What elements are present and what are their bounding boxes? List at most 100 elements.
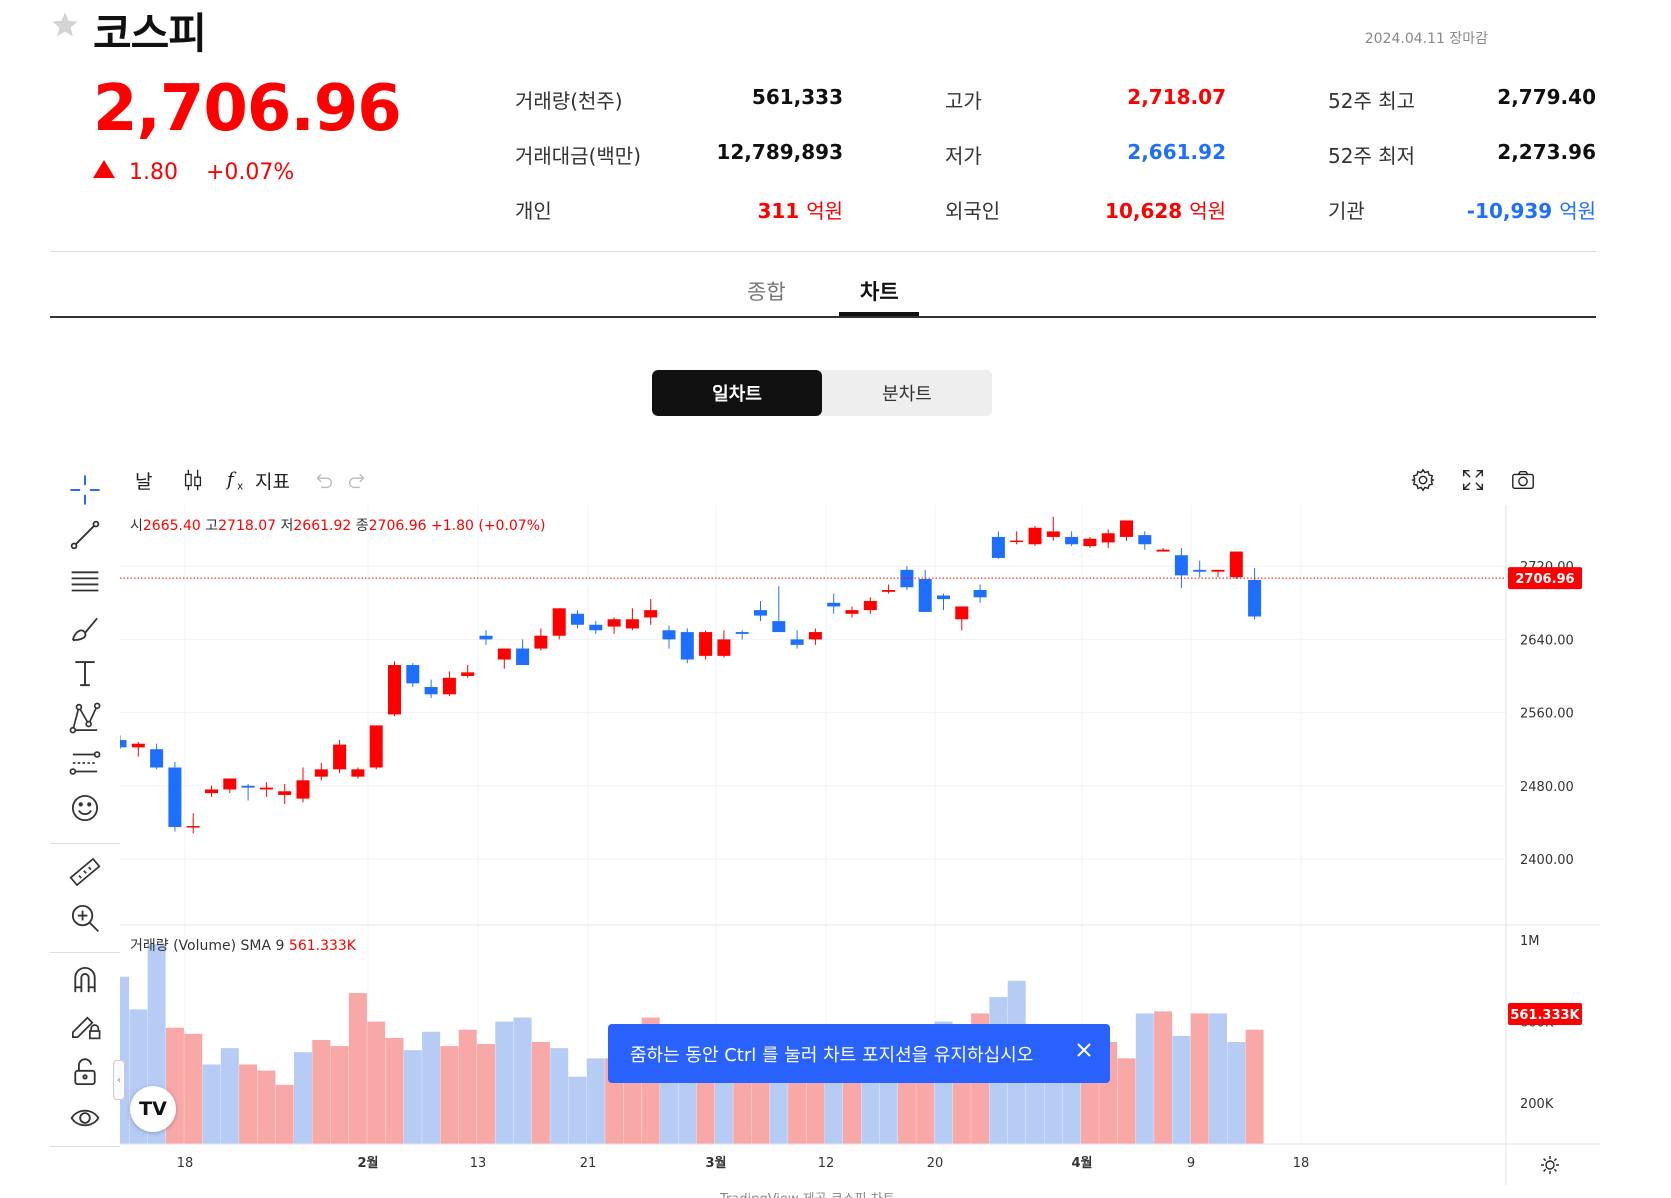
chart-credit[interactable]: TradingView 제공 코스피 차트 [720, 1188, 895, 1198]
candle-body [1010, 540, 1024, 543]
low-value: 2,661.92 [1127, 140, 1226, 164]
volume-bar [440, 1046, 459, 1144]
volume-tick-label: 1M [1520, 934, 1540, 949]
volume-bar [843, 1076, 861, 1144]
amount-value: 12,789,893 [716, 140, 843, 164]
candle-body [186, 826, 200, 828]
axis-settings-gear-icon[interactable] [1541, 1156, 1559, 1174]
candle-body [1174, 555, 1188, 576]
price-tick-label: 2640.00 [1520, 633, 1574, 648]
volume-bar [275, 1084, 294, 1144]
volume-label: 거래량(천주) [515, 89, 623, 113]
high-value: 2,718.07 [1127, 85, 1226, 109]
text-tool-icon[interactable] [65, 653, 105, 693]
fib-lines-tool-icon[interactable] [65, 562, 105, 602]
volume-bar [312, 1039, 331, 1144]
ruler-tool-icon[interactable] [65, 852, 105, 892]
undo-icon[interactable] [310, 462, 336, 498]
time-tick-label: 2월 [357, 1155, 378, 1171]
volume-bar [1154, 1011, 1173, 1144]
foreign-number: 10,628 [1105, 199, 1183, 223]
volume-bar [495, 1021, 514, 1144]
candle-body [351, 769, 365, 777]
candle-body [534, 635, 548, 649]
time-axis[interactable]: 18 2월 13 21 3월 12 20 4월 9 18 [177, 1155, 1310, 1171]
volume-bar [1190, 1013, 1209, 1144]
favorite-star-icon[interactable] [50, 10, 80, 40]
zoom-hint-toast: 줌하는 동안 Ctrl 를 눌러 차트 포지션을 유지하십시오 [608, 1024, 1110, 1083]
change-pct: +0.07% [205, 160, 295, 185]
candle-body [497, 648, 511, 660]
redo-icon[interactable] [345, 462, 371, 498]
tab-chart[interactable]: 차트 [860, 280, 899, 304]
pattern-tool-icon[interactable] [65, 698, 105, 738]
time-tick-label: 9 [1187, 1156, 1195, 1171]
price-chart[interactable]: 2800.002720.002640.002560.002480.002400.… [120, 505, 1600, 1185]
candle-body [808, 632, 822, 640]
camera-icon[interactable] [1510, 462, 1536, 498]
volume-bar [586, 1058, 605, 1144]
volume-bar [1117, 1058, 1136, 1144]
candle-body [571, 613, 584, 625]
svg-text:2706.96: 2706.96 [1515, 572, 1574, 587]
up-triangle-icon [93, 160, 115, 178]
candle-body [131, 743, 145, 748]
w52high-value: 2,779.40 [1497, 85, 1596, 109]
settings-gear-icon[interactable] [1410, 462, 1436, 498]
indicator-label: 지표 [255, 470, 290, 493]
time-tick-label: 20 [927, 1156, 944, 1171]
candle-body [918, 579, 932, 612]
candle-body [388, 665, 401, 715]
close-icon[interactable] [1072, 1038, 1096, 1062]
svg-text:561.333K: 561.333K [1510, 1008, 1580, 1023]
candles [120, 516, 1262, 834]
daily-chart-button[interactable]: 일차트 [652, 370, 822, 416]
crosshair-tool-icon[interactable] [65, 470, 105, 510]
eye-icon[interactable] [65, 1098, 105, 1138]
candle-body [223, 778, 237, 790]
interval-button[interactable]: 날 [135, 470, 153, 493]
magnet-icon[interactable] [65, 960, 105, 1000]
candle-body [406, 665, 420, 684]
unlock-icon[interactable] [65, 1052, 105, 1092]
tradingview-logo[interactable]: TV [130, 1086, 176, 1132]
candle-type-icon[interactable] [180, 462, 206, 498]
zoom-in-icon[interactable] [65, 898, 105, 938]
time-tick-label: 4월 [1071, 1155, 1092, 1171]
forecast-tool-icon[interactable] [65, 743, 105, 783]
volume-bar [1172, 1035, 1191, 1144]
ohlc-legend: 시2665.40 고2718.07 저2661.92 종2706.96 +1.8… [130, 518, 545, 534]
fullscreen-icon[interactable] [1460, 462, 1486, 498]
volume-bar [513, 1017, 532, 1144]
candle-body [845, 610, 859, 614]
price-tick-label: 2400.00 [1520, 853, 1574, 868]
volume-bar [458, 1029, 477, 1144]
candle-body [772, 621, 786, 633]
brush-tool-icon[interactable] [65, 608, 105, 648]
candle-body [120, 740, 127, 748]
price-axis[interactable]: 2800.002720.002640.002560.002480.002400.… [1520, 505, 1574, 868]
candle-body [882, 589, 896, 592]
toolbar-collapse-handle[interactable]: ‹ [113, 1060, 125, 1100]
lock-pencil-icon[interactable] [65, 1005, 105, 1045]
inst-label: 기관 [1328, 199, 1365, 223]
emoji-tool-icon[interactable] [65, 788, 105, 828]
active-tab-indicator [839, 312, 919, 316]
volume-bar [1135, 1013, 1154, 1144]
tab-summary[interactable]: 종합 [747, 280, 786, 304]
candle-body [1156, 549, 1170, 552]
low-label: 저가 [945, 144, 982, 168]
time-tick-label: 13 [470, 1156, 487, 1171]
candle-body [1065, 536, 1079, 545]
candle-body [1138, 535, 1152, 545]
trend-line-tool-icon[interactable] [65, 515, 105, 555]
candle-body [754, 610, 767, 616]
candle-body [241, 785, 255, 788]
price-change: 1.80 +0.07% [93, 160, 294, 185]
candle-body [205, 789, 218, 794]
candle-body [900, 569, 914, 588]
minute-chart-button[interactable]: 분차트 [882, 384, 932, 405]
w52low-value: 2,273.96 [1497, 140, 1596, 164]
